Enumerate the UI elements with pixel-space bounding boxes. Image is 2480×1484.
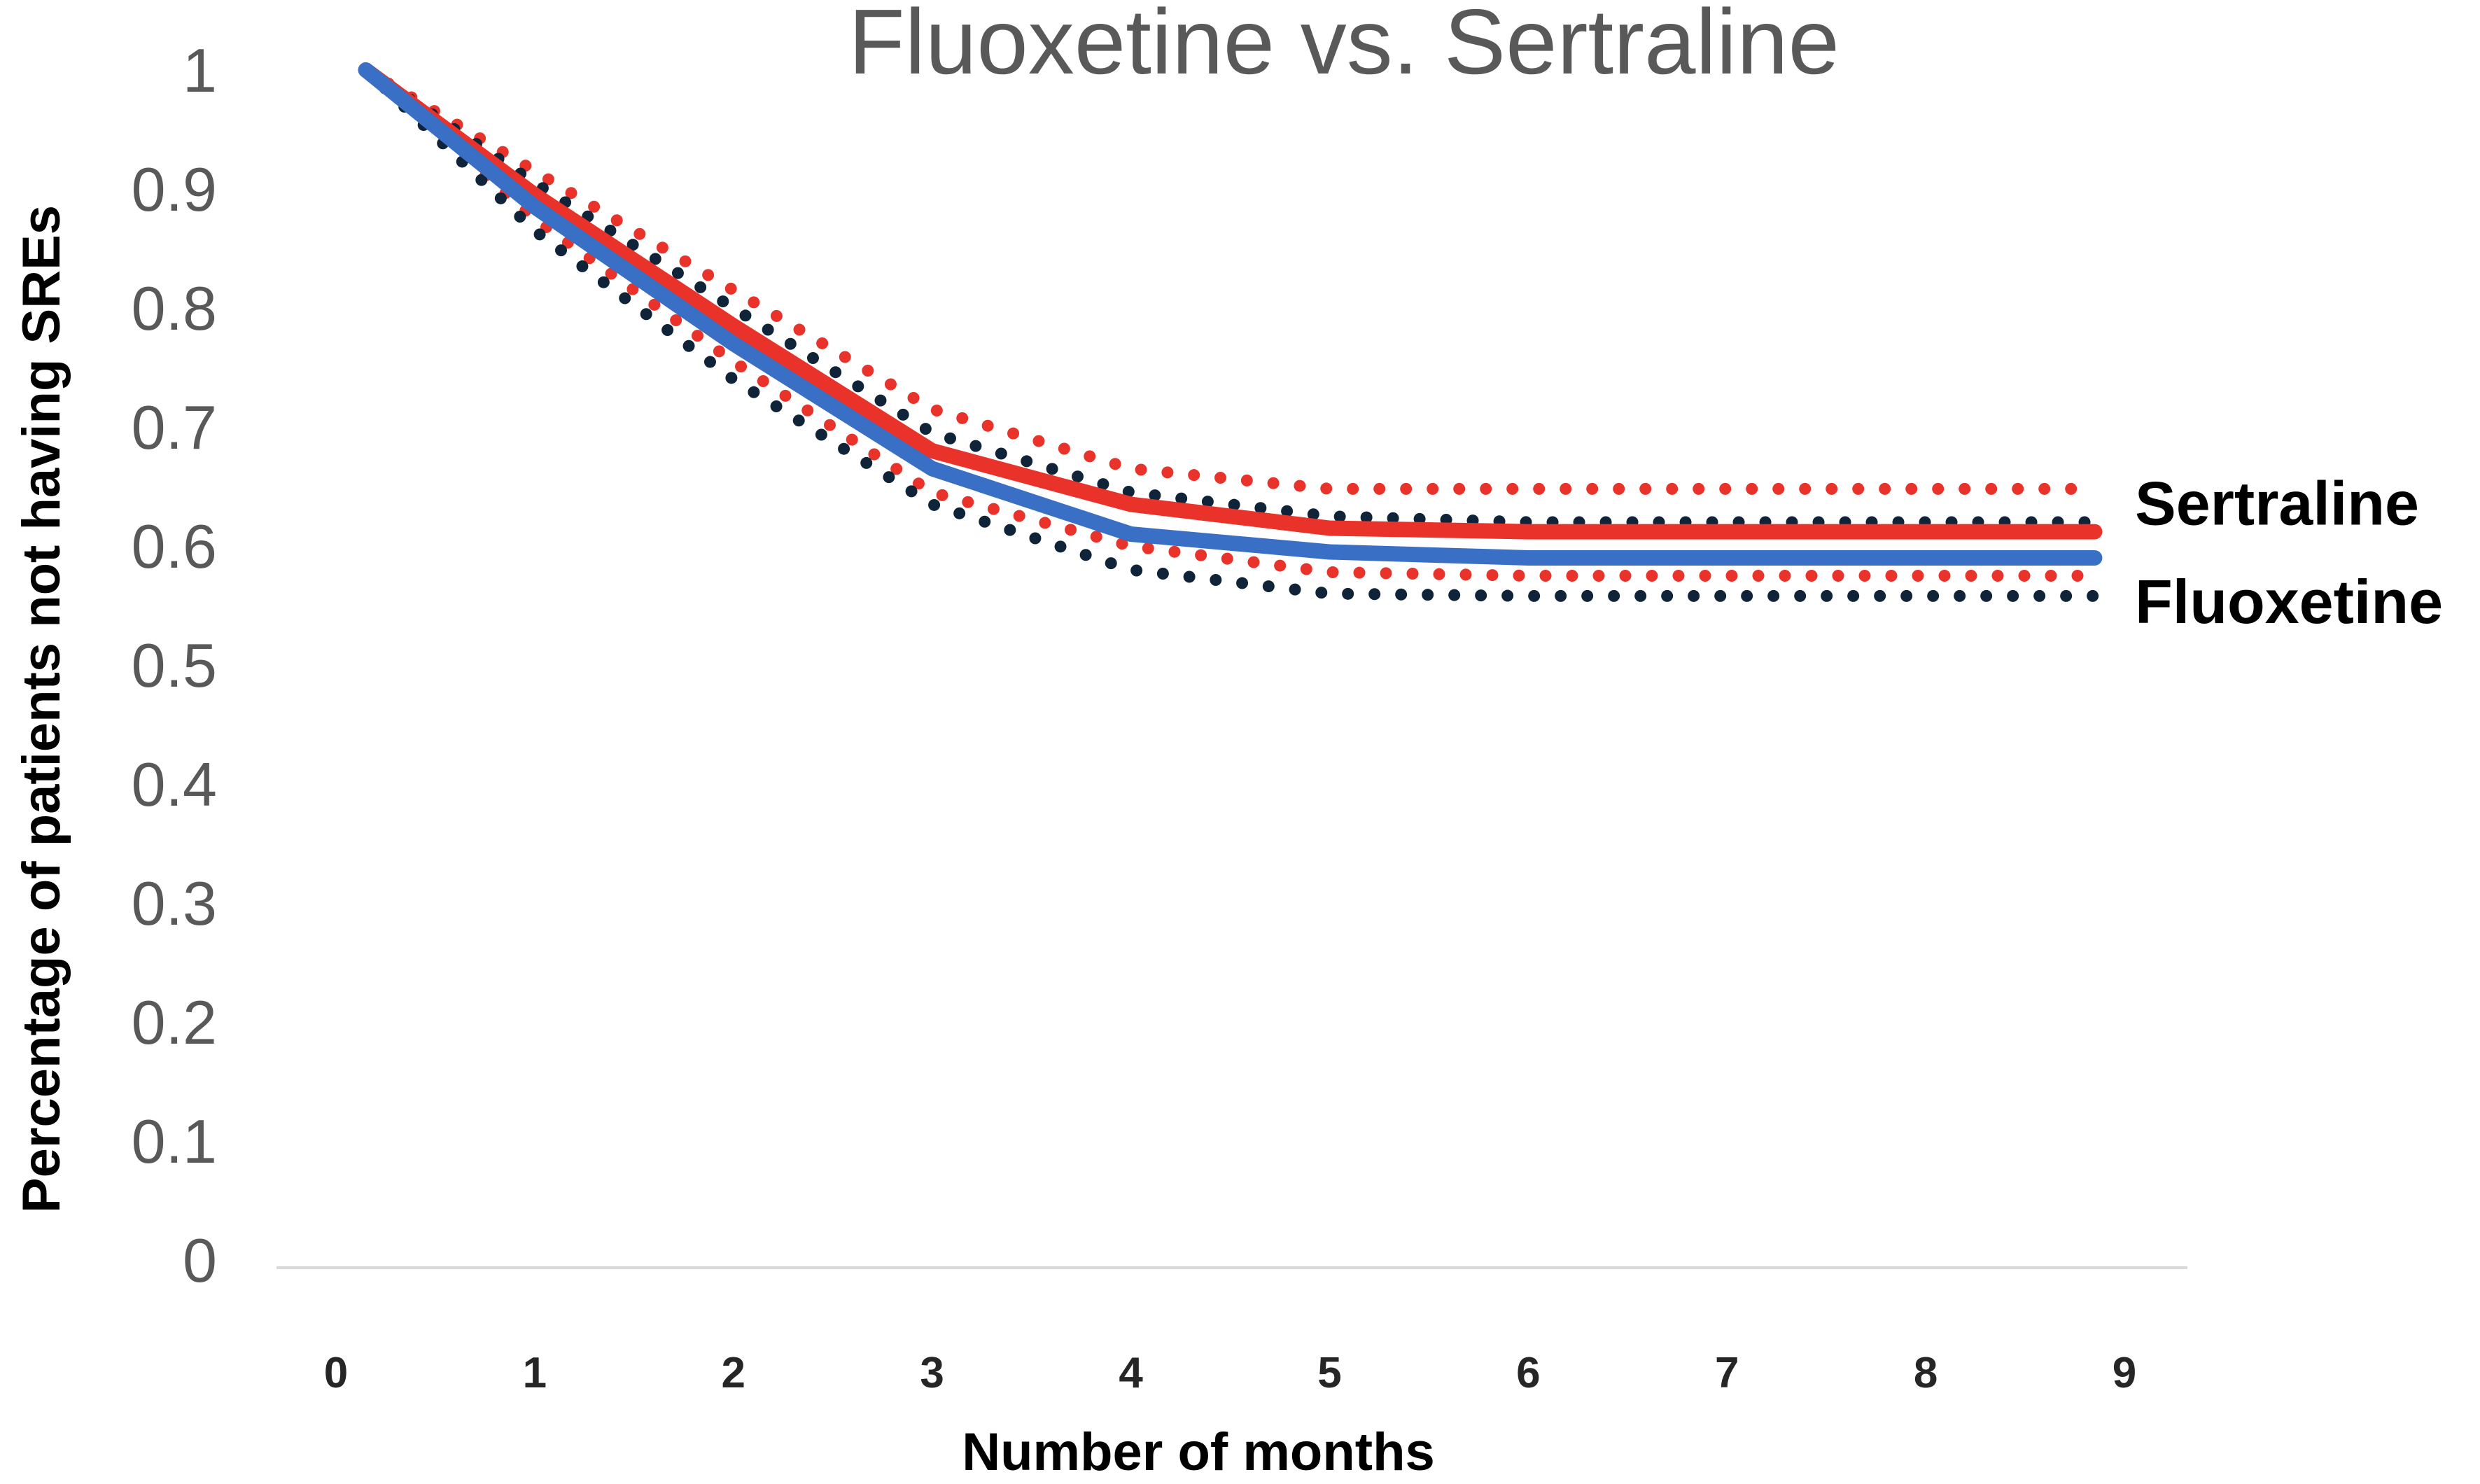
y-tick-label: 0.7	[132, 393, 217, 462]
confidence-band-line-3	[360, 64, 2101, 582]
series-line-fluoxetine	[358, 62, 2103, 566]
x-tick-label: 4	[1119, 1349, 1143, 1397]
confidence-band-line-4	[360, 64, 2101, 528]
series-lines	[358, 62, 2103, 602]
x-tick-labels: 0 1 2 3 4 5 6 7 8 9	[324, 1349, 2136, 1397]
y-tick-label: 1	[183, 36, 217, 105]
y-tick-label: 0.6	[132, 512, 217, 581]
x-tick-label: 1	[523, 1349, 547, 1397]
y-tick-label: 0.3	[132, 869, 217, 938]
chart-title: Fluoxetine vs. Sertraline	[848, 0, 1840, 93]
series-line-sertraline	[358, 62, 2103, 540]
x-tick-label: 2	[722, 1349, 745, 1397]
x-tick-label: 3	[920, 1349, 944, 1397]
x-tick-label: 7	[1715, 1349, 1739, 1397]
y-tick-label: 0.9	[132, 155, 217, 224]
series-end-label-sertraline: Sertraline	[2135, 469, 2419, 538]
x-tick-label: 0	[324, 1349, 348, 1397]
x-tick-label: 5	[1317, 1349, 1341, 1397]
y-tick-label: 0.2	[132, 988, 217, 1057]
y-tick-labels: 0 0.1 0.2 0.3 0.4 0.5 0.6 0.7 0.8 0.9 1	[132, 36, 217, 1295]
y-axis-title: Percentage of patients not having SREs	[12, 205, 71, 1213]
confidence-band-line-5	[360, 64, 2101, 602]
y-tick-label: 0.1	[132, 1107, 217, 1176]
y-tick-label: 0.5	[132, 631, 217, 700]
series-end-label-fluoxetine: Fluoxetine	[2135, 567, 2443, 636]
confidence-band-line-2	[360, 64, 2101, 495]
y-tick-label: 0.4	[132, 750, 217, 819]
x-tick-label: 6	[1516, 1349, 1540, 1397]
x-axis-title: Number of months	[962, 1422, 1435, 1482]
x-tick-label: 8	[1914, 1349, 1938, 1397]
y-tick-label: 0.8	[132, 274, 217, 343]
x-tick-label: 9	[2113, 1349, 2136, 1397]
y-tick-label: 0	[183, 1226, 217, 1295]
series-end-labels: Sertraline Fluoxetine	[2135, 469, 2443, 636]
